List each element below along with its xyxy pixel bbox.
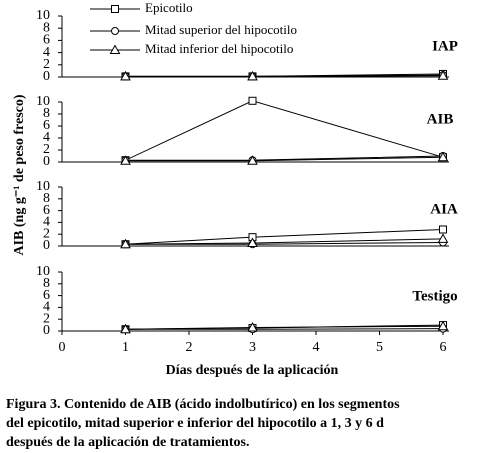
marker-triangle	[247, 70, 258, 81]
series-line	[125, 100, 444, 161]
marker-triangle	[109, 44, 121, 54]
caption-line: Figura 3. Contenido de AIB (ácido indolb…	[6, 397, 400, 412]
y-axis-label: AIB (ng g⁻¹ de peso fresco)	[12, 94, 27, 255]
panel-title: AIA	[430, 201, 458, 217]
marker-triangle	[120, 323, 131, 334]
y-tick-label: 10	[36, 8, 50, 23]
y-tick-label: 2	[43, 311, 50, 326]
y-tick-label: 4	[43, 300, 50, 315]
marker-triangle	[120, 155, 131, 165]
y-tick-label: 6	[43, 288, 50, 303]
x-tick-label: 5	[376, 340, 383, 355]
y-tick-label: 2	[43, 142, 50, 157]
marker-square	[111, 5, 119, 13]
caption-line: después de la aplicación de tratamientos…	[6, 435, 249, 450]
panel-title: AIB	[427, 111, 454, 127]
marker-triangle	[120, 238, 131, 249]
marker-square	[439, 225, 447, 234]
marker-triangle	[247, 155, 258, 165]
caption-line: del epicotilo, mitad superior e inferior…	[6, 416, 384, 431]
y-tick-label: 6	[43, 203, 50, 218]
y-tick-label: 0	[43, 323, 50, 338]
y-tick-label: 8	[43, 20, 50, 35]
panel-title: IAP	[432, 38, 458, 54]
marker-triangle	[437, 151, 449, 162]
y-tick-label: 2	[43, 57, 50, 72]
y-tick-label: 8	[43, 106, 50, 121]
y-tick-label: 4	[43, 130, 50, 145]
marker-triangle	[437, 70, 449, 80]
y-tick-label: 10	[36, 179, 50, 194]
series-line	[125, 75, 444, 77]
x-axis-label: Días después de la aplicación	[166, 363, 339, 378]
y-tick-label: 6	[43, 118, 50, 133]
y-tick-label: 0	[43, 154, 50, 169]
y-tick-label: 4	[43, 45, 50, 60]
marker-circle	[111, 27, 119, 35]
marker-triangle	[247, 321, 258, 332]
x-tick-label: 4	[313, 340, 320, 355]
y-tick-label: 6	[43, 33, 50, 48]
legend-label: Mitad superior del hipocotilo	[145, 22, 297, 37]
marker-triangle	[437, 320, 449, 331]
y-tick-label: 0	[43, 238, 50, 253]
x-tick-label: 1	[122, 340, 129, 355]
marker-triangle	[120, 70, 131, 81]
x-tick-label: 3	[249, 340, 256, 355]
panel-title: Testigo	[412, 288, 457, 304]
y-tick-label: 10	[36, 94, 50, 109]
marker-triangle	[247, 237, 258, 248]
y-tick-label: 2	[43, 226, 50, 241]
y-tick-label: 8	[43, 191, 50, 206]
legend-label: Mitad inferior del hipocotilo	[145, 41, 293, 56]
x-tick-label: 6	[440, 340, 447, 355]
x-tick-label: 2	[186, 340, 193, 355]
y-tick-label: 0	[43, 69, 50, 84]
marker-triangle	[437, 233, 449, 243]
y-tick-label: 8	[43, 276, 50, 291]
y-tick-label: 10	[36, 264, 50, 279]
marker-square	[248, 96, 257, 105]
legend-label: Epicotilo	[145, 0, 193, 15]
y-tick-label: 4	[43, 215, 50, 230]
x-tick-label: 0	[59, 340, 66, 355]
